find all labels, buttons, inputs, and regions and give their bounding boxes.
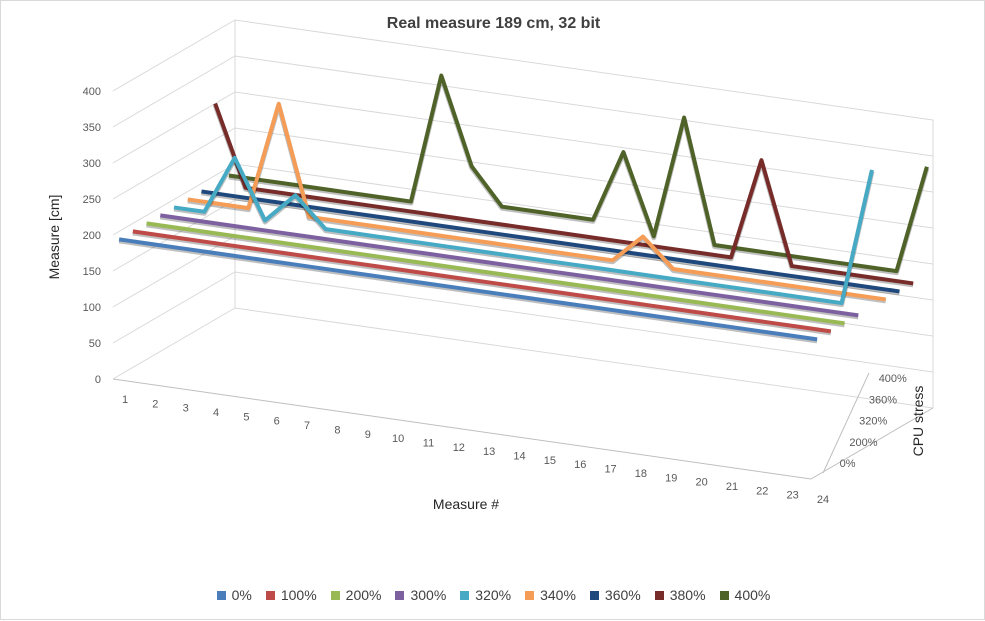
y-tick-label: 250 — [83, 194, 101, 206]
legend-swatch — [395, 590, 405, 600]
legend-swatch — [460, 590, 470, 600]
legend-item: 400% — [719, 587, 771, 603]
x-tick-label: 22 — [756, 485, 768, 497]
legend-swatch — [265, 590, 275, 600]
depth-tick-label: 320% — [859, 416, 887, 428]
y-tick-label: 50 — [89, 338, 101, 350]
legend-label: 200% — [345, 587, 382, 603]
x-tick-label: 7 — [304, 420, 310, 432]
legend-item: 200% — [330, 587, 382, 603]
legend-item: 360% — [589, 587, 641, 603]
gridline — [112, 307, 934, 409]
series-line — [146, 221, 845, 326]
legend-swatch — [719, 590, 729, 600]
y-tick-label: 300 — [83, 158, 101, 170]
x-tick-label: 17 — [604, 464, 616, 476]
series-300pct — [159, 213, 859, 320]
legend-swatch — [654, 590, 664, 600]
x-tick-label: 24 — [817, 494, 829, 506]
legend-label: 340% — [540, 587, 576, 603]
legend-label: 380% — [669, 587, 706, 603]
y-tick-label: 350 — [83, 122, 101, 134]
series-line — [159, 213, 859, 318]
series-320pct — [173, 155, 875, 308]
y-tick-label: 200 — [83, 230, 101, 242]
series-100pct — [132, 229, 832, 336]
series-0pct — [118, 237, 818, 344]
x-tick-label: 19 — [665, 472, 677, 484]
legend-label: 360% — [604, 587, 641, 603]
depth-tick-label: 200% — [849, 437, 877, 449]
x-tick-label: 20 — [695, 477, 707, 489]
y-ticks: 0 50 100 150 200 250 300 350 400 — [83, 86, 101, 386]
x-tick-label: 1 — [122, 394, 128, 406]
series-line — [132, 229, 832, 334]
gridline — [112, 55, 934, 157]
depth-axis-line — [822, 372, 870, 474]
x-tick-label: 10 — [392, 433, 404, 445]
depth-tick-label: 400% — [879, 373, 907, 385]
series-400pct — [228, 73, 930, 276]
y-tick-label: 100 — [83, 302, 101, 314]
y-axis-label: Measure [cm] — [46, 195, 62, 280]
x-tick-label: 18 — [635, 468, 647, 480]
legend-swatch — [330, 590, 340, 600]
x-tick-label: 11 — [423, 437, 434, 449]
x-tick-label: 6 — [274, 416, 280, 428]
series-line — [173, 155, 874, 306]
x-tick-label: 21 — [726, 481, 738, 493]
depth-ticks: 0% 200% 320% 360% 400% — [822, 372, 907, 474]
x-tick-label: 15 — [544, 455, 556, 467]
legend-label: 400% — [734, 587, 771, 603]
series-line — [118, 237, 818, 342]
series-200pct — [146, 221, 845, 328]
legend-item: 0% — [216, 587, 252, 603]
x-tick-label: 23 — [787, 490, 799, 502]
legend-item: 380% — [654, 587, 706, 603]
legend-swatch — [525, 590, 535, 600]
legend-item: 300% — [395, 587, 446, 603]
x-tick-label: 3 — [183, 403, 189, 415]
x-tick-label: 4 — [213, 407, 219, 419]
gridline — [112, 19, 934, 121]
x-tick-label: 16 — [574, 459, 586, 471]
x-tick-label: 14 — [513, 451, 525, 463]
floor-edge — [112, 378, 934, 480]
series-line — [228, 73, 929, 274]
x-tick-label: 2 — [152, 398, 158, 410]
legend-label: 100% — [280, 587, 317, 603]
series-360pct — [201, 189, 900, 296]
x-tick-label: 8 — [334, 424, 340, 436]
y-tick-label: 150 — [83, 266, 101, 278]
x-tick-label: 12 — [453, 442, 465, 454]
legend-item: 100% — [265, 587, 317, 603]
legend: 0% 100% 200% 300% 320% 340% 360% 380% 400% — [1, 587, 985, 603]
legend-label: 0% — [231, 587, 252, 603]
x-tick-label: 9 — [365, 429, 371, 441]
x-ticks: 1 2 3 4 5 6 7 8 9 10 11 12 13 14 15 16 17 18 19 20 21 22 23 24 — [122, 394, 829, 506]
y-tick-label: 0 — [95, 374, 101, 386]
series-line — [201, 189, 900, 294]
chart-title: Real measure 189 cm, 32 bit — [386, 15, 601, 32]
series-340pct — [187, 101, 887, 304]
series-line — [213, 102, 914, 286]
depth-tick-label: 360% — [869, 394, 897, 406]
x-tick-label: 13 — [483, 446, 495, 458]
x-tick-label: 5 — [243, 411, 249, 423]
legend-swatch — [216, 590, 226, 600]
legend-item: 340% — [525, 587, 576, 603]
legend-label: 300% — [410, 587, 447, 603]
series-380pct — [212, 102, 914, 288]
series-group — [118, 73, 930, 344]
series-line — [187, 101, 887, 302]
y-tick-label: 400 — [83, 86, 101, 98]
depth-tick-label: 0% — [840, 458, 856, 470]
legend-swatch — [589, 590, 599, 600]
depth-axis-label: CPU stress — [910, 386, 926, 457]
x-axis-label: Measure # — [433, 496, 499, 512]
legend-label: 320% — [475, 587, 512, 603]
legend-item: 320% — [460, 587, 511, 603]
